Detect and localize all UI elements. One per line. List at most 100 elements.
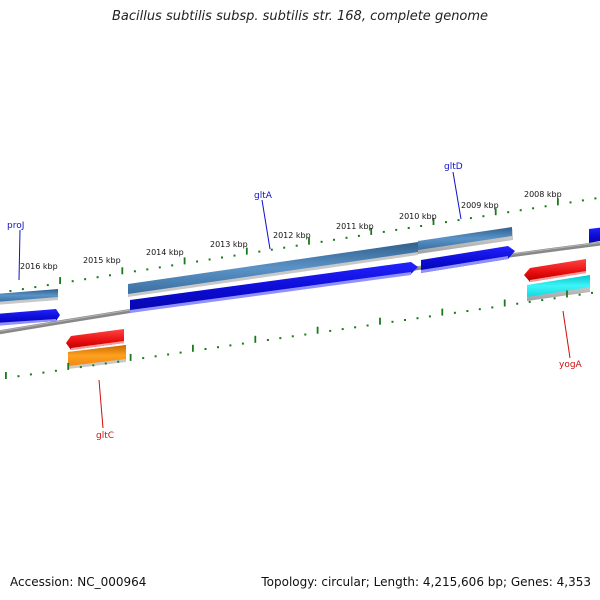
gltC-leader-line (98, 379, 104, 429)
scale-minor-tick (109, 274, 111, 277)
feature-gltA-cds[interactable] (130, 262, 418, 313)
yogA-leader-line (562, 310, 571, 359)
scale-minor-tick (532, 207, 535, 210)
feature-proJ-cds[interactable] (0, 309, 60, 326)
scale-minor-tick (270, 248, 273, 251)
scale-minor-tick (320, 240, 323, 243)
scale-minor-tick (17, 375, 20, 378)
scale-minor-tick (241, 342, 244, 345)
gene-label-gltA[interactable]: gltA (254, 191, 273, 201)
scale-minor-tick (167, 353, 170, 356)
scale-label-2012: 2012 kbp (273, 231, 311, 240)
gene-label-gltD[interactable]: gltD (444, 162, 463, 172)
scale-label-2015: 2015 kbp (83, 256, 121, 265)
scale-major-tick (503, 299, 506, 307)
scale-major-tick (192, 344, 194, 352)
scale-minor-tick (258, 250, 261, 253)
feature-next-cds[interactable] (589, 227, 600, 243)
outer-scale-track (9, 197, 597, 292)
scale-minor-tick (357, 234, 360, 237)
scale-minor-tick (217, 346, 219, 349)
feature-yogA-cds[interactable] (524, 259, 586, 282)
gene-label-yogA[interactable]: yogA (559, 360, 583, 370)
scale-minor-tick (291, 335, 294, 338)
scale-minor-tick (457, 219, 460, 222)
scale-minor-tick (295, 244, 298, 247)
scale-minor-tick (117, 360, 120, 363)
scale-minor-tick (233, 254, 236, 257)
scale-minor-tick (158, 266, 161, 269)
scale-major-tick (308, 237, 310, 245)
feature-gltD-cds[interactable] (421, 246, 515, 273)
scale-minor-tick (29, 373, 32, 376)
topology-text: Topology: circular; Length: 4,215,606 bp… (261, 575, 591, 589)
gene-label-proJ[interactable]: proJ (7, 221, 24, 231)
feature-gltC-cds[interactable] (66, 329, 124, 350)
scale-minor-tick (466, 310, 469, 312)
scale-major-tick (494, 208, 497, 216)
scale-minor-tick (507, 211, 510, 214)
scale-minor-tick (84, 278, 87, 281)
gltA-leader-line (261, 199, 271, 250)
scale-minor-tick (34, 286, 37, 289)
scale-label-2010: 2010 kbp (399, 212, 437, 221)
scale-label-2009: 2009 kbp (461, 201, 499, 210)
scale-minor-tick (283, 246, 286, 249)
scale-label-2016: 2016 kbp (20, 262, 58, 271)
scale-minor-tick (142, 357, 145, 360)
scale-minor-tick (516, 302, 519, 305)
scale-minor-tick (491, 306, 494, 309)
scale-major-tick (245, 247, 248, 255)
scale-minor-tick (578, 293, 581, 296)
scale-minor-tick (395, 228, 398, 231)
feature-proJ-gene[interactable] (0, 289, 58, 305)
forward-features (0, 227, 600, 326)
scale-minor-tick (345, 236, 348, 239)
proJ-leader-line (18, 229, 21, 281)
gene-labels: proJ gltA gltD gltC yogA (7, 162, 583, 441)
scale-major-tick (441, 308, 444, 316)
scale-minor-tick (453, 311, 456, 314)
map-title: Bacillus subtilis subsp. subtilis str. 1… (111, 9, 489, 24)
scale-minor-tick (54, 369, 57, 372)
scale-minor-tick (79, 366, 82, 369)
scale-minor-tick (104, 362, 107, 365)
scale-minor-tick (553, 297, 556, 300)
scale-minor-tick (221, 256, 223, 259)
scale-minor-tick (569, 201, 572, 204)
accession-text: Accession: NC_000964 (10, 575, 147, 589)
feature-gltC-gene[interactable] (68, 345, 126, 369)
scale-minor-tick (171, 264, 174, 267)
scale-major-tick (129, 353, 132, 361)
scale-minor-tick (92, 364, 95, 367)
inner-scale-track (5, 290, 593, 379)
scale-minor-tick (71, 280, 74, 283)
scale-minor-tick (428, 315, 431, 318)
feature-gltA-gene[interactable] (128, 242, 418, 297)
scale-minor-tick (21, 288, 24, 291)
feature-yogA-gene[interactable] (527, 275, 590, 301)
scale-label-2011: 2011 kbp (336, 222, 374, 231)
scale-minor-tick (482, 215, 485, 218)
scale-minor-tick (594, 197, 597, 200)
scale-minor-tick (279, 337, 282, 340)
scale-label-2014: 2014 kbp (146, 248, 184, 257)
scale-major-tick (566, 290, 568, 298)
scale-minor-tick (519, 209, 522, 212)
scale-minor-tick (407, 227, 410, 229)
scale-minor-tick (329, 329, 332, 332)
scale-minor-tick (541, 299, 544, 302)
scale-major-tick (254, 335, 257, 343)
scale-minor-tick (366, 324, 369, 327)
scale-minor-tick (96, 276, 99, 279)
scale-major-tick (5, 372, 7, 379)
feature-gltD-gene[interactable] (418, 227, 513, 254)
gene-label-gltC[interactable]: gltC (96, 431, 114, 441)
scale-minor-tick (196, 260, 199, 263)
scale-minor-tick (591, 291, 593, 294)
scale-minor-tick (544, 205, 547, 208)
reverse-features (66, 259, 590, 369)
scale-minor-tick (9, 290, 12, 292)
scale-minor-tick (146, 268, 149, 271)
scale-major-tick (67, 362, 70, 370)
